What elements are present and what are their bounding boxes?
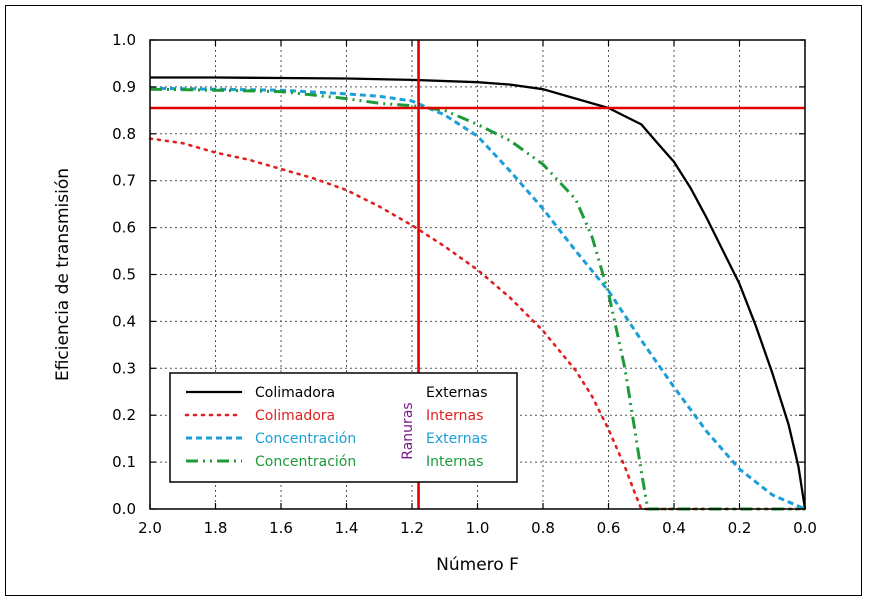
y-tick-label: 0.4 <box>112 312 136 330</box>
legend-label: Colimadora <box>255 385 335 401</box>
y-tick-label: 0.3 <box>112 359 136 377</box>
legend-label: Concentración <box>255 431 356 447</box>
x-tick-label: 0.0 <box>793 519 817 537</box>
y-tick-label: 1.0 <box>112 31 136 49</box>
series-line-1 <box>150 76 807 510</box>
legend: Colimadora Externas Colimadora Internas Conc… <box>169 372 518 483</box>
figure-frame <box>5 5 862 596</box>
y-tick-label: 0.2 <box>112 406 136 424</box>
y-tick-label: 0.1 <box>112 453 136 471</box>
legend-label: Colimadora <box>255 408 335 424</box>
series-layer <box>148 76 807 511</box>
y-axis-ticks: 0.0 0.1 0.2 0.3 0.4 0.5 0.6 0.7 0.8 0.9 1.0 <box>112 31 805 518</box>
y-tick-label: 0.7 <box>112 172 136 190</box>
legend-group-label: Internas <box>426 408 483 424</box>
y-tick-label: 0.8 <box>112 125 136 143</box>
legend-group-label: Externas <box>426 431 488 447</box>
x-tick-label: 1.8 <box>204 519 228 537</box>
series-line-3 <box>149 86 806 511</box>
x-tick-label: 1.6 <box>269 519 293 537</box>
y-tick-label: 0.6 <box>112 219 136 237</box>
y-axis-title: Eficiencia de transmisión <box>53 168 73 381</box>
x-tick-label: 0.4 <box>662 519 686 537</box>
legend-side-label: Ranuras <box>400 402 416 459</box>
legend-group-label: Externas <box>426 385 488 401</box>
x-tick-label: 1.0 <box>466 519 490 537</box>
x-axis-title: Número F <box>436 555 519 575</box>
series-line-2 <box>148 137 807 511</box>
y-tick-label: 0.5 <box>112 266 136 284</box>
x-tick-label: 0.2 <box>728 519 752 537</box>
y-tick-label: 0.0 <box>112 500 136 518</box>
x-tick-label: 2.0 <box>138 519 162 537</box>
x-axis-ticks: 2.0 1.8 1.6 1.4 1.2 1.0 0.8 0.6 0.4 0.2 0.0 <box>138 40 817 537</box>
legend-label: Concentración <box>255 454 356 470</box>
legend-group-label: Internas <box>426 454 483 470</box>
x-tick-label: 1.2 <box>400 519 424 537</box>
x-tick-label: 1.4 <box>335 519 359 537</box>
x-tick-label: 0.8 <box>531 519 555 537</box>
x-tick-label: 0.6 <box>597 519 621 537</box>
y-tick-label: 0.9 <box>112 78 136 96</box>
